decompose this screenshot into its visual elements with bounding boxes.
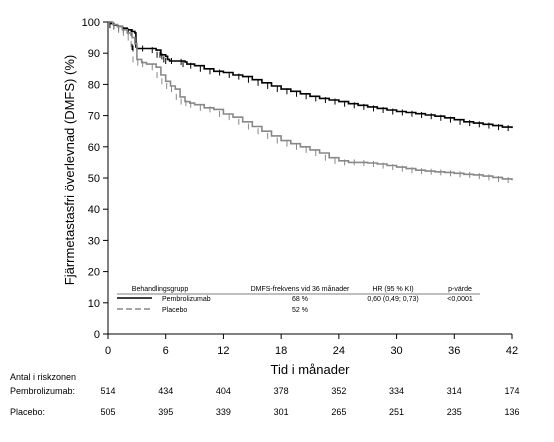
- y-tick-label: 60: [88, 142, 100, 154]
- legend-header-rate: DMFS-frekvens vid 36 månader: [251, 285, 350, 293]
- risk-value-placebo: 505: [100, 407, 116, 417]
- y-tick-label: 50: [88, 173, 100, 185]
- legend: Behandlingsgrupp DMFS-frekvens vid 36 mån…: [117, 285, 480, 314]
- legend-header-group: Behandlingsgrupp: [132, 286, 189, 293]
- series-line-pembrolizumab: [108, 21, 513, 129]
- y-axis-title: Fjärrmetastasfri överlevnad (DMFS) (%): [62, 55, 77, 285]
- risk-value-pembrolizumab: 378: [273, 386, 289, 396]
- legend-rate: 52 %: [292, 307, 308, 314]
- x-tick-label: 36: [448, 345, 460, 357]
- y-tick-label: 20: [88, 267, 100, 279]
- x-tick-label: 6: [163, 345, 169, 357]
- risk-value-placebo: 136: [504, 407, 520, 417]
- risk-value-pembrolizumab: 434: [158, 386, 174, 396]
- legend-label: Pembrolizumab: [162, 296, 211, 303]
- y-tick-label: 0: [94, 329, 100, 341]
- y-tick-label: 30: [88, 235, 100, 247]
- x-tick-label: 0: [105, 345, 111, 357]
- risk-value-placebo: 251: [389, 407, 405, 417]
- y-tick-label: 80: [88, 79, 100, 91]
- risk-value-placebo: 235: [446, 407, 462, 417]
- x-tick-label: 12: [217, 345, 229, 357]
- x-tick-label: 24: [333, 345, 345, 357]
- legend-header-p: p-värde: [448, 286, 472, 293]
- risk-value-placebo: 395: [158, 407, 174, 417]
- y-tick-label: 70: [88, 111, 100, 123]
- series-line-placebo: [108, 21, 513, 181]
- y-tick-label: 100: [82, 17, 100, 29]
- y-tick-label: 90: [88, 48, 100, 60]
- x-tick-label: 18: [275, 345, 287, 357]
- risk-table-title: Antal i riskzonen: [10, 372, 77, 382]
- x-tick-label: 42: [506, 345, 518, 357]
- risk-value-pembrolizumab: 514: [100, 386, 116, 396]
- x-axis-title: Tid i månader: [271, 362, 351, 377]
- y-tick-label: 40: [88, 204, 100, 216]
- risk-value-pembrolizumab: 174: [504, 386, 520, 396]
- legend-rate: 68 %: [292, 296, 308, 303]
- risk-value-placebo: 265: [331, 407, 347, 417]
- risk-value-pembrolizumab: 314: [446, 386, 462, 396]
- y-tick-label: 10: [88, 298, 100, 310]
- risk-value-pembrolizumab: 334: [389, 386, 405, 396]
- risk-value-placebo: 339: [215, 407, 231, 417]
- risk-value-placebo: 301: [273, 407, 289, 417]
- risk-value-pembrolizumab: 404: [215, 386, 231, 396]
- series-group: [108, 21, 513, 184]
- axes: 0 10 20 30 40 50 60 70 80 90 100 0 6 12 18 24 30 36 42: [82, 17, 518, 357]
- legend-label: Placebo: [162, 307, 187, 314]
- risk-value-pembrolizumab: 352: [331, 386, 347, 396]
- x-tick-label: 30: [390, 345, 402, 357]
- risk-row-label-pembrolizumab: Pembrolizumab:: [10, 386, 76, 396]
- legend-header-hr: HR (95 % KI): [372, 286, 413, 293]
- legend-hr: 0,60 (0,49; 0,73): [367, 296, 418, 303]
- legend-p: <0,0001: [447, 296, 473, 303]
- risk-row-label-placebo: Placebo:: [10, 407, 46, 417]
